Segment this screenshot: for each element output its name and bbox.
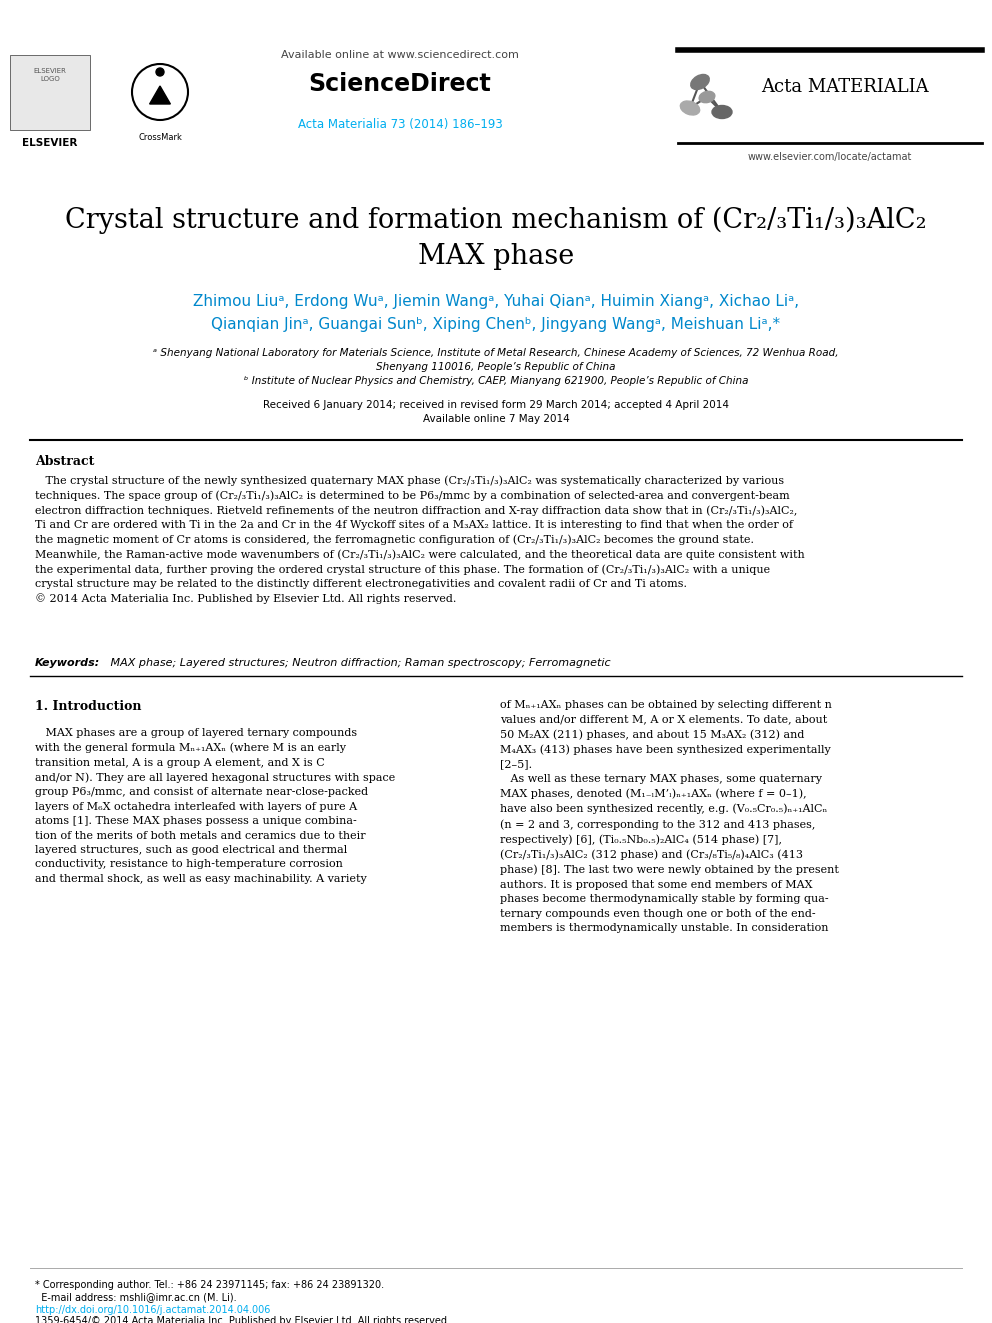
- Text: The crystal structure of the newly synthesized quaternary MAX phase (Cr₂/₃Ti₁/₃): The crystal structure of the newly synth…: [35, 475, 805, 605]
- Circle shape: [132, 64, 188, 120]
- Text: www.elsevier.com/locate/actamat: www.elsevier.com/locate/actamat: [748, 152, 913, 161]
- Ellipse shape: [690, 74, 709, 90]
- Text: Available online 7 May 2014: Available online 7 May 2014: [423, 414, 569, 423]
- Text: Acta MATERIALIA: Acta MATERIALIA: [761, 78, 929, 97]
- Text: of Mₙ₊₁AXₙ phases can be obtained by selecting different n
values and/or differe: of Mₙ₊₁AXₙ phases can be obtained by sel…: [500, 700, 839, 933]
- Text: MAX phase; Layered structures; Neutron diffraction; Raman spectroscopy; Ferromag: MAX phase; Layered structures; Neutron d…: [107, 658, 611, 668]
- Text: 1. Introduction: 1. Introduction: [35, 700, 142, 713]
- FancyBboxPatch shape: [10, 56, 90, 130]
- Text: ELSEVIER: ELSEVIER: [22, 138, 77, 148]
- Text: ELSEVIER
LOGO: ELSEVIER LOGO: [34, 69, 66, 82]
- Text: * Corresponding author. Tel.: +86 24 23971145; fax: +86 24 23891320.: * Corresponding author. Tel.: +86 24 239…: [35, 1279, 384, 1290]
- Text: ᵃ Shenyang National Laboratory for Materials Science, Institute of Metal Researc: ᵃ Shenyang National Laboratory for Mater…: [153, 348, 839, 359]
- Text: ᵇ Institute of Nuclear Physics and Chemistry, CAEP, Mianyang 621900, People’s Re: ᵇ Institute of Nuclear Physics and Chemi…: [244, 376, 748, 386]
- Text: Received 6 January 2014; received in revised form 29 March 2014; accepted 4 Apri: Received 6 January 2014; received in rev…: [263, 400, 729, 410]
- Text: Shenyang 110016, People’s Republic of China: Shenyang 110016, People’s Republic of Ch…: [376, 363, 616, 372]
- Text: ScienceDirect: ScienceDirect: [309, 71, 491, 97]
- Text: CrossMark: CrossMark: [138, 134, 182, 142]
- Ellipse shape: [681, 101, 699, 115]
- Text: Crystal structure and formation mechanism of (Cr₂/₃Ti₁/₃)₃AlC₂: Crystal structure and formation mechanis…: [65, 206, 927, 234]
- Text: Keywords:: Keywords:: [35, 658, 100, 668]
- Text: http://dx.doi.org/10.1016/j.actamat.2014.04.006: http://dx.doi.org/10.1016/j.actamat.2014…: [35, 1304, 271, 1315]
- Text: Available online at www.sciencedirect.com: Available online at www.sciencedirect.co…: [281, 50, 519, 60]
- Ellipse shape: [712, 106, 732, 119]
- Text: 1359-6454/© 2014 Acta Materialia Inc. Published by Elsevier Ltd. All rights rese: 1359-6454/© 2014 Acta Materialia Inc. Pu…: [35, 1316, 450, 1323]
- Text: Acta Materialia 73 (2014) 186–193: Acta Materialia 73 (2014) 186–193: [298, 118, 502, 131]
- Text: MAX phases are a group of layered ternary compounds
with the general formula Mₙ₊: MAX phases are a group of layered ternar…: [35, 728, 395, 884]
- Text: Qianqian Jinᵃ, Guangai Sunᵇ, Xiping Chenᵇ, Jingyang Wangᵃ, Meishuan Liᵃ,*: Qianqian Jinᵃ, Guangai Sunᵇ, Xiping Chen…: [211, 318, 781, 332]
- Text: MAX phase: MAX phase: [418, 243, 574, 270]
- Text: Zhimou Liuᵃ, Erdong Wuᵃ, Jiemin Wangᵃ, Yuhai Qianᵃ, Huimin Xiangᵃ, Xichao Liᵃ,: Zhimou Liuᵃ, Erdong Wuᵃ, Jiemin Wangᵃ, Y…: [192, 294, 800, 310]
- Ellipse shape: [699, 91, 715, 103]
- Text: Abstract: Abstract: [35, 455, 94, 468]
- Circle shape: [156, 67, 164, 75]
- Text: E-mail address: mshli@imr.ac.cn (M. Li).: E-mail address: mshli@imr.ac.cn (M. Li).: [35, 1293, 237, 1302]
